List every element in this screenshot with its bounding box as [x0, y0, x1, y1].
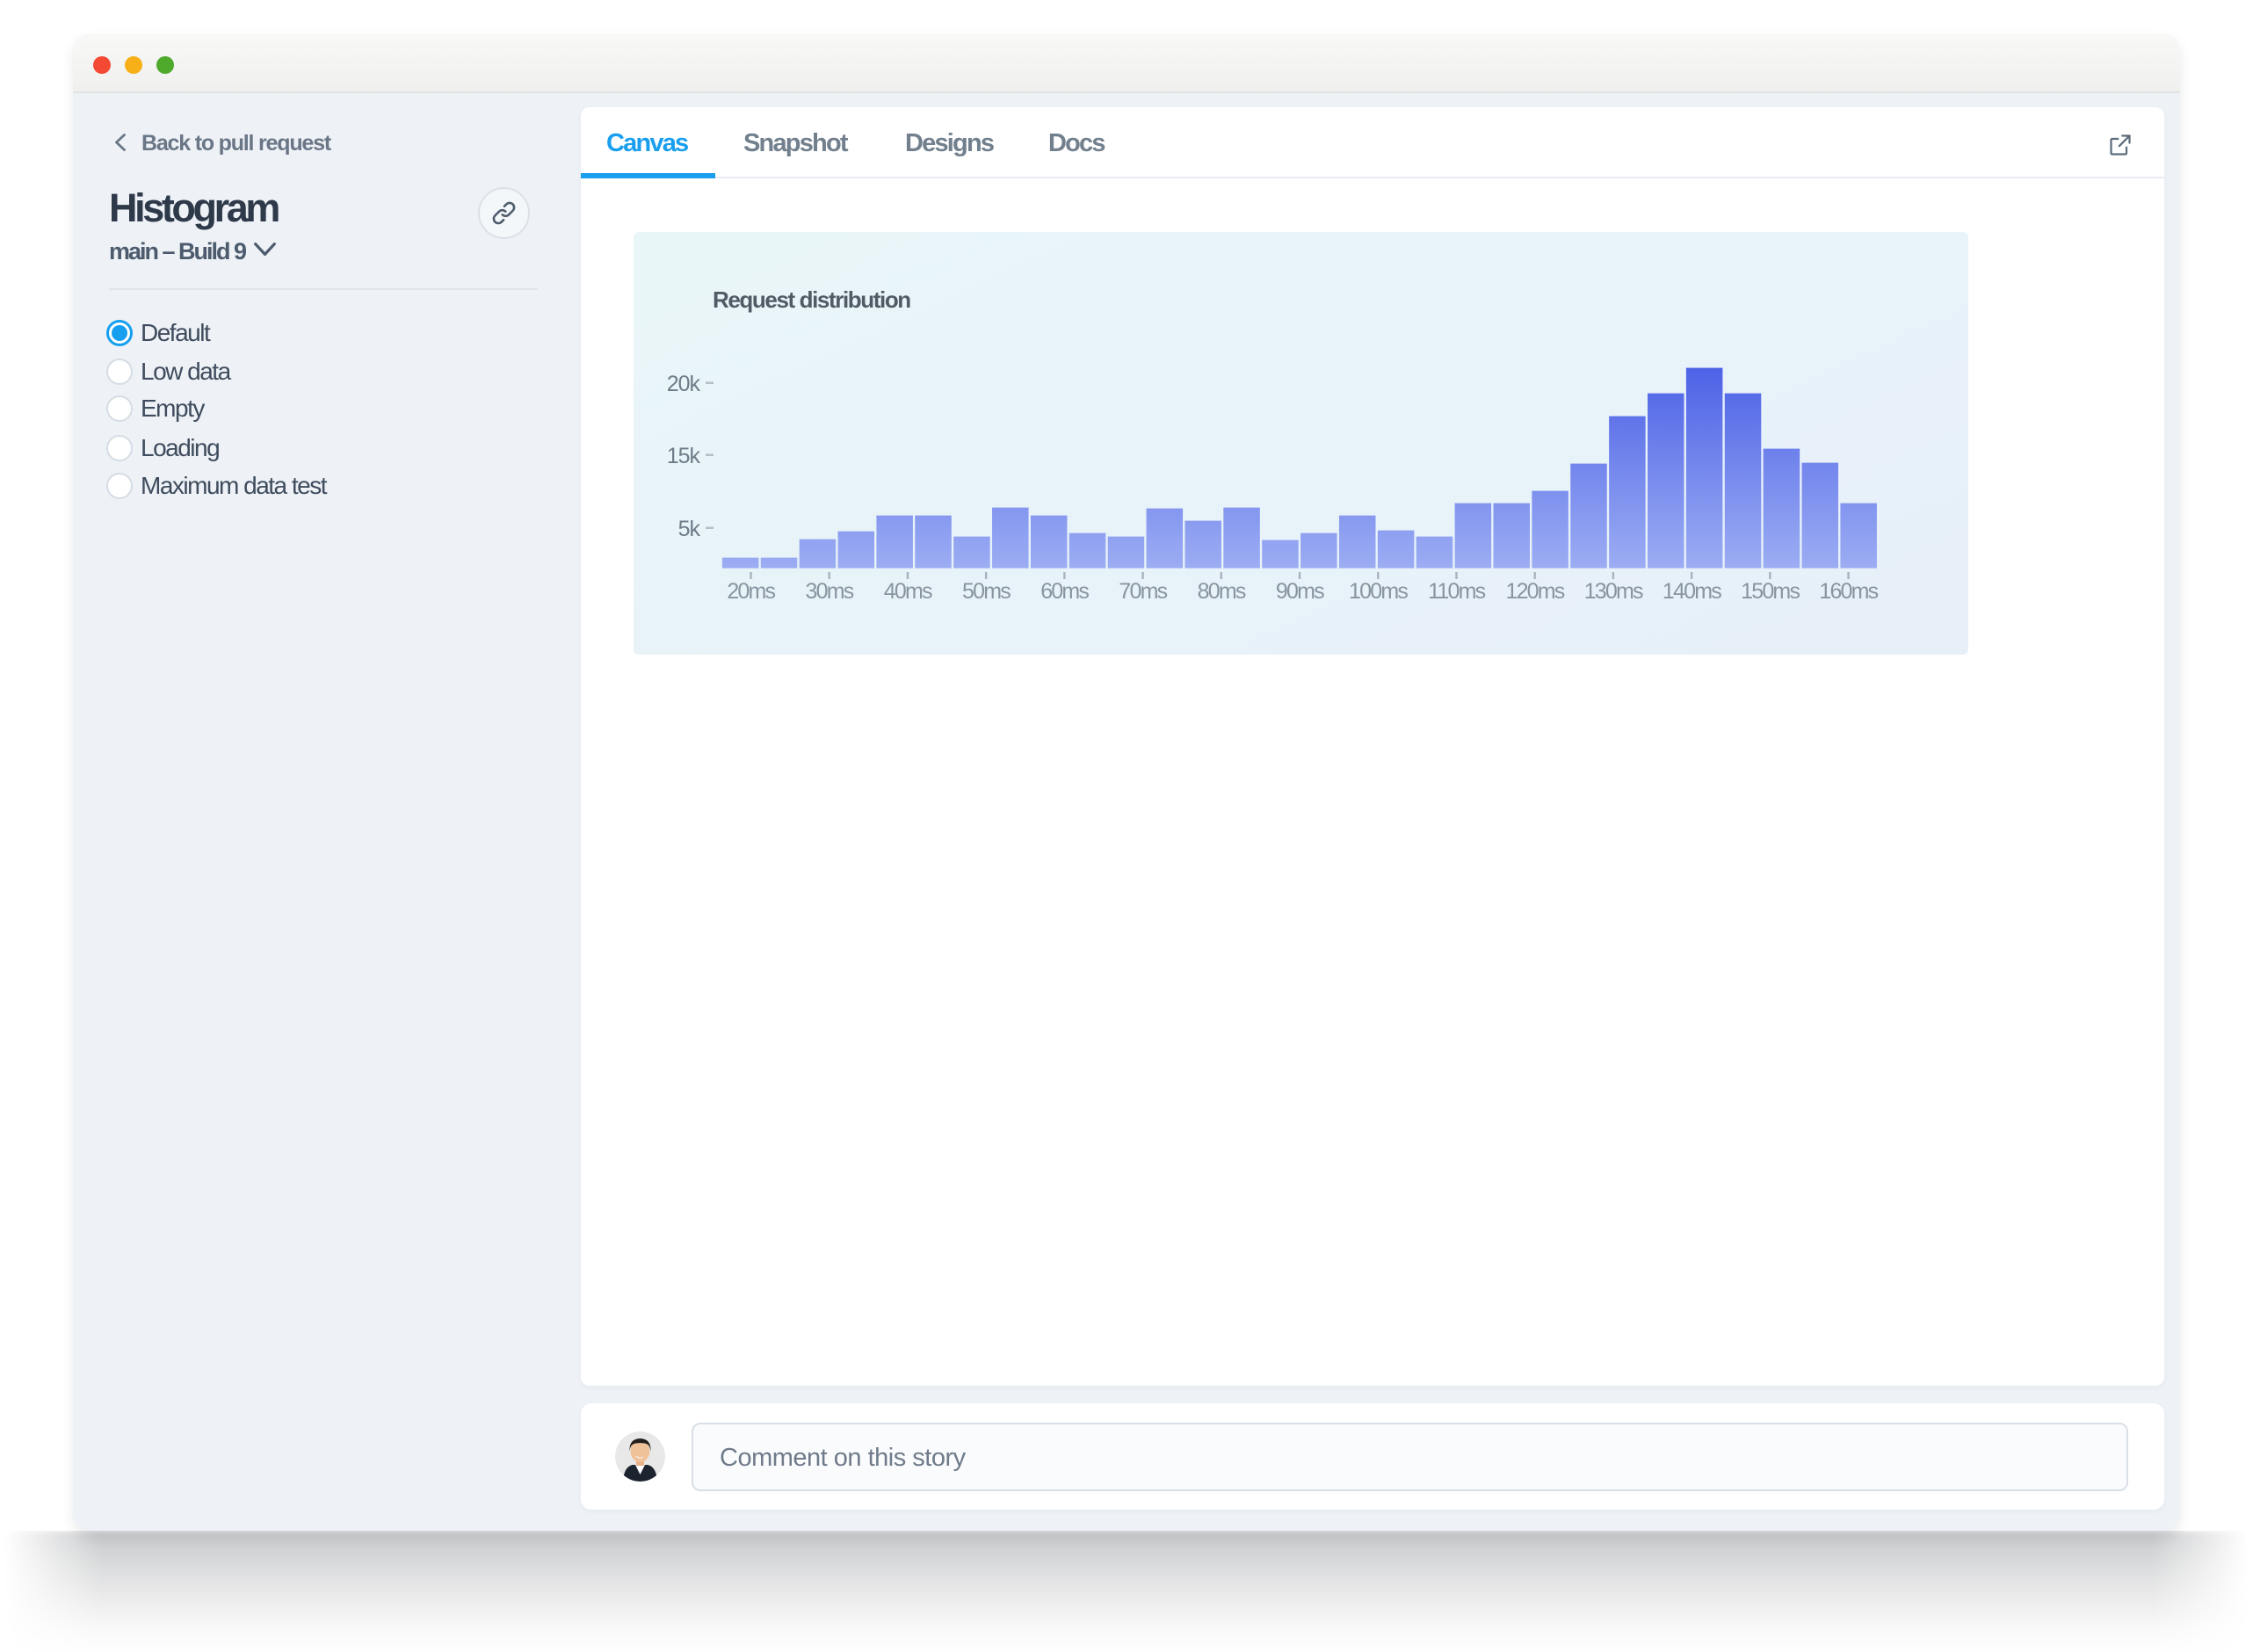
svg-text:160ms: 160ms [1819, 579, 1878, 604]
svg-text:120ms: 120ms [1505, 579, 1564, 604]
svg-text:20k: 20k [667, 372, 701, 396]
svg-text:30ms: 30ms [806, 579, 854, 604]
svg-text:130ms: 130ms [1584, 579, 1643, 604]
svg-text:60ms: 60ms [1040, 579, 1089, 604]
svg-text:5k: 5k [678, 517, 701, 541]
svg-text:Request distribution: Request distribution [713, 286, 910, 313]
svg-text:70ms: 70ms [1119, 579, 1167, 604]
svg-text:100ms: 100ms [1349, 579, 1408, 604]
svg-text:140ms: 140ms [1663, 579, 1721, 604]
svg-text:40ms: 40ms [884, 579, 932, 604]
svg-text:15k: 15k [667, 444, 701, 468]
svg-text:20ms: 20ms [727, 579, 775, 604]
svg-text:80ms: 80ms [1198, 579, 1246, 604]
svg-text:90ms: 90ms [1276, 579, 1324, 604]
svg-text:110ms: 110ms [1428, 579, 1485, 604]
svg-text:50ms: 50ms [962, 579, 1011, 604]
svg-text:150ms: 150ms [1741, 579, 1800, 604]
